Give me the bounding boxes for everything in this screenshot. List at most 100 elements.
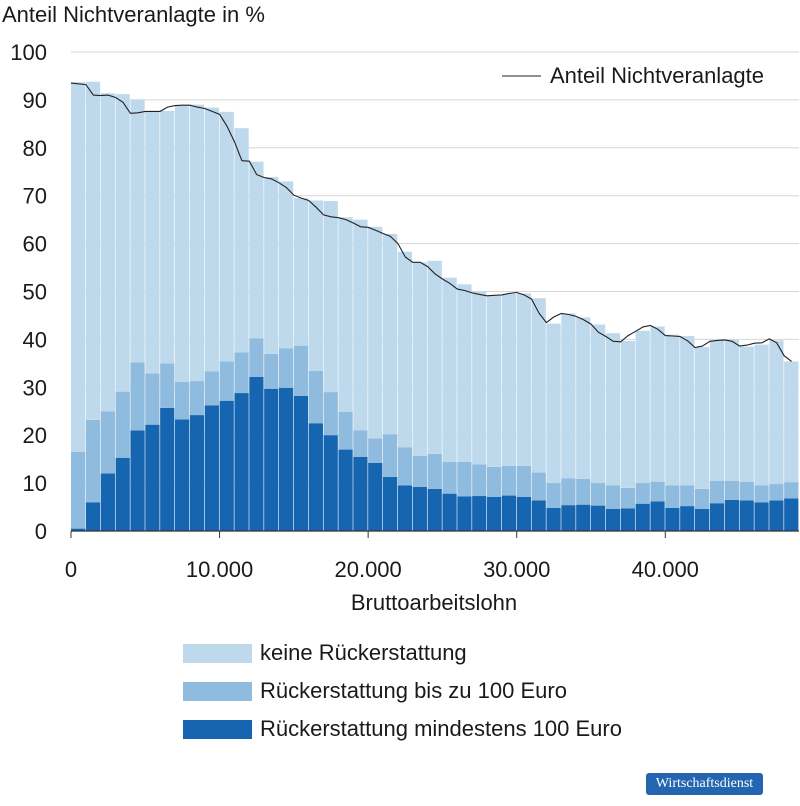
bar-s0-37 [620, 508, 635, 531]
bar-s1-27 [472, 464, 487, 497]
bar-s2-28 [487, 295, 502, 467]
bar-s2-40 [665, 334, 680, 486]
bar-s2-2 [100, 93, 115, 412]
bar-s2-3 [115, 94, 130, 392]
y-tick-label-30: 30 [23, 375, 47, 400]
bar-s0-32 [546, 508, 561, 531]
bar-s0-4 [130, 430, 145, 531]
bar-s0-40 [665, 508, 680, 531]
bar-s1-29 [501, 465, 517, 496]
bar-s1-34 [576, 478, 591, 505]
bar-s1-14 [279, 348, 294, 388]
legend-swatch-no-refund [183, 643, 252, 663]
bar-s2-38 [635, 330, 650, 484]
bar-s0-20 [368, 462, 383, 531]
bar-s1-26 [457, 462, 472, 497]
bar-s1-37 [620, 487, 635, 509]
legend-label-no-refund: keine Rückerstattung [260, 640, 467, 665]
bars [71, 81, 799, 531]
y-tick-label-0: 0 [35, 519, 47, 544]
bar-s2-39 [650, 326, 665, 482]
bar-s0-24 [427, 488, 442, 531]
bar-s2-22 [397, 251, 413, 448]
bar-s2-12 [249, 161, 264, 339]
bar-s0-42 [695, 508, 710, 531]
y-tick-label-40: 40 [23, 327, 47, 352]
bar-s0-18 [338, 449, 353, 531]
bar-s2-29 [501, 293, 517, 466]
bar-s1-16 [308, 371, 323, 424]
bar-s2-30 [516, 293, 531, 466]
legend-item-no-refund: keine Rückerstattung [183, 634, 622, 672]
bar-s0-38 [635, 503, 650, 531]
bar-s2-43 [709, 340, 725, 481]
bar-s0-0 [71, 528, 86, 531]
y-tick-label-100: 100 [10, 40, 47, 65]
bar-s2-47 [769, 340, 784, 485]
bar-s2-25 [442, 277, 457, 463]
bar-s2-41 [680, 336, 695, 486]
bar-s0-15 [293, 395, 309, 531]
bar-s1-0 [71, 451, 86, 529]
bar-s1-2 [100, 411, 115, 474]
bar-s2-8 [189, 104, 205, 382]
bar-s0-46 [754, 502, 769, 531]
y-tick-label-20: 20 [23, 423, 47, 448]
bar-s1-23 [412, 455, 427, 487]
bar-s2-10 [219, 111, 234, 362]
bar-s1-40 [665, 485, 680, 509]
bar-s1-15 [293, 345, 309, 396]
bar-s2-44 [724, 339, 739, 481]
bar-s0-7 [175, 419, 190, 531]
bar-s2-31 [531, 298, 546, 473]
bar-s1-5 [145, 373, 160, 425]
bar-s0-39 [650, 501, 665, 531]
legend: keine Rückerstattung Rückerstattung bis … [183, 634, 622, 748]
bar-s0-47 [769, 500, 784, 531]
bar-s1-24 [427, 453, 442, 489]
bar-s1-45 [739, 481, 754, 501]
legend-swatch-refund-at-least-100 [183, 719, 252, 739]
bar-s2-24 [427, 260, 442, 454]
bar-s0-45 [739, 500, 754, 531]
bar-s1-19 [353, 430, 368, 457]
bar-s2-5 [145, 111, 160, 374]
line-legend: Anteil Nichtveranlagte [502, 63, 764, 88]
y-tick-label-60: 60 [23, 232, 47, 257]
bar-s2-26 [457, 284, 472, 463]
bar-s1-9 [204, 371, 219, 406]
y-tick-label-50: 50 [23, 280, 47, 305]
bar-s0-35 [591, 505, 606, 531]
bar-s1-28 [487, 466, 502, 497]
bar-s1-41 [680, 485, 695, 507]
bar-s0-17 [323, 435, 338, 531]
bar-s0-30 [516, 496, 531, 531]
bar-s2-36 [605, 333, 621, 486]
bar-s2-1 [85, 81, 101, 420]
bar-s2-21 [383, 234, 398, 435]
bar-s2-32 [546, 323, 561, 484]
bar-s1-6 [160, 363, 175, 408]
bar-s1-12 [249, 338, 264, 377]
bar-s1-46 [754, 485, 769, 503]
bar-s0-16 [308, 423, 323, 531]
bar-s0-12 [249, 376, 264, 531]
bar-s2-14 [279, 181, 294, 349]
bar-s2-9 [204, 107, 219, 372]
bar-s0-25 [442, 493, 457, 531]
bar-s2-6 [160, 110, 175, 364]
legend-item-refund-up-to-100: Rückerstattung bis zu 100 Euro [183, 672, 622, 710]
bar-s1-10 [219, 361, 234, 401]
bar-s1-17 [323, 392, 338, 436]
bar-s1-21 [383, 434, 398, 477]
bar-s0-43 [709, 503, 725, 531]
bar-s2-7 [175, 105, 190, 383]
bar-s1-22 [397, 447, 413, 486]
y-tick-label-10: 10 [23, 471, 47, 496]
bar-s1-36 [605, 485, 621, 509]
bar-s2-27 [472, 291, 487, 465]
bar-s0-1 [85, 502, 101, 531]
bar-s0-28 [487, 496, 502, 531]
bar-s1-31 [531, 472, 546, 501]
bar-s0-6 [160, 407, 175, 531]
